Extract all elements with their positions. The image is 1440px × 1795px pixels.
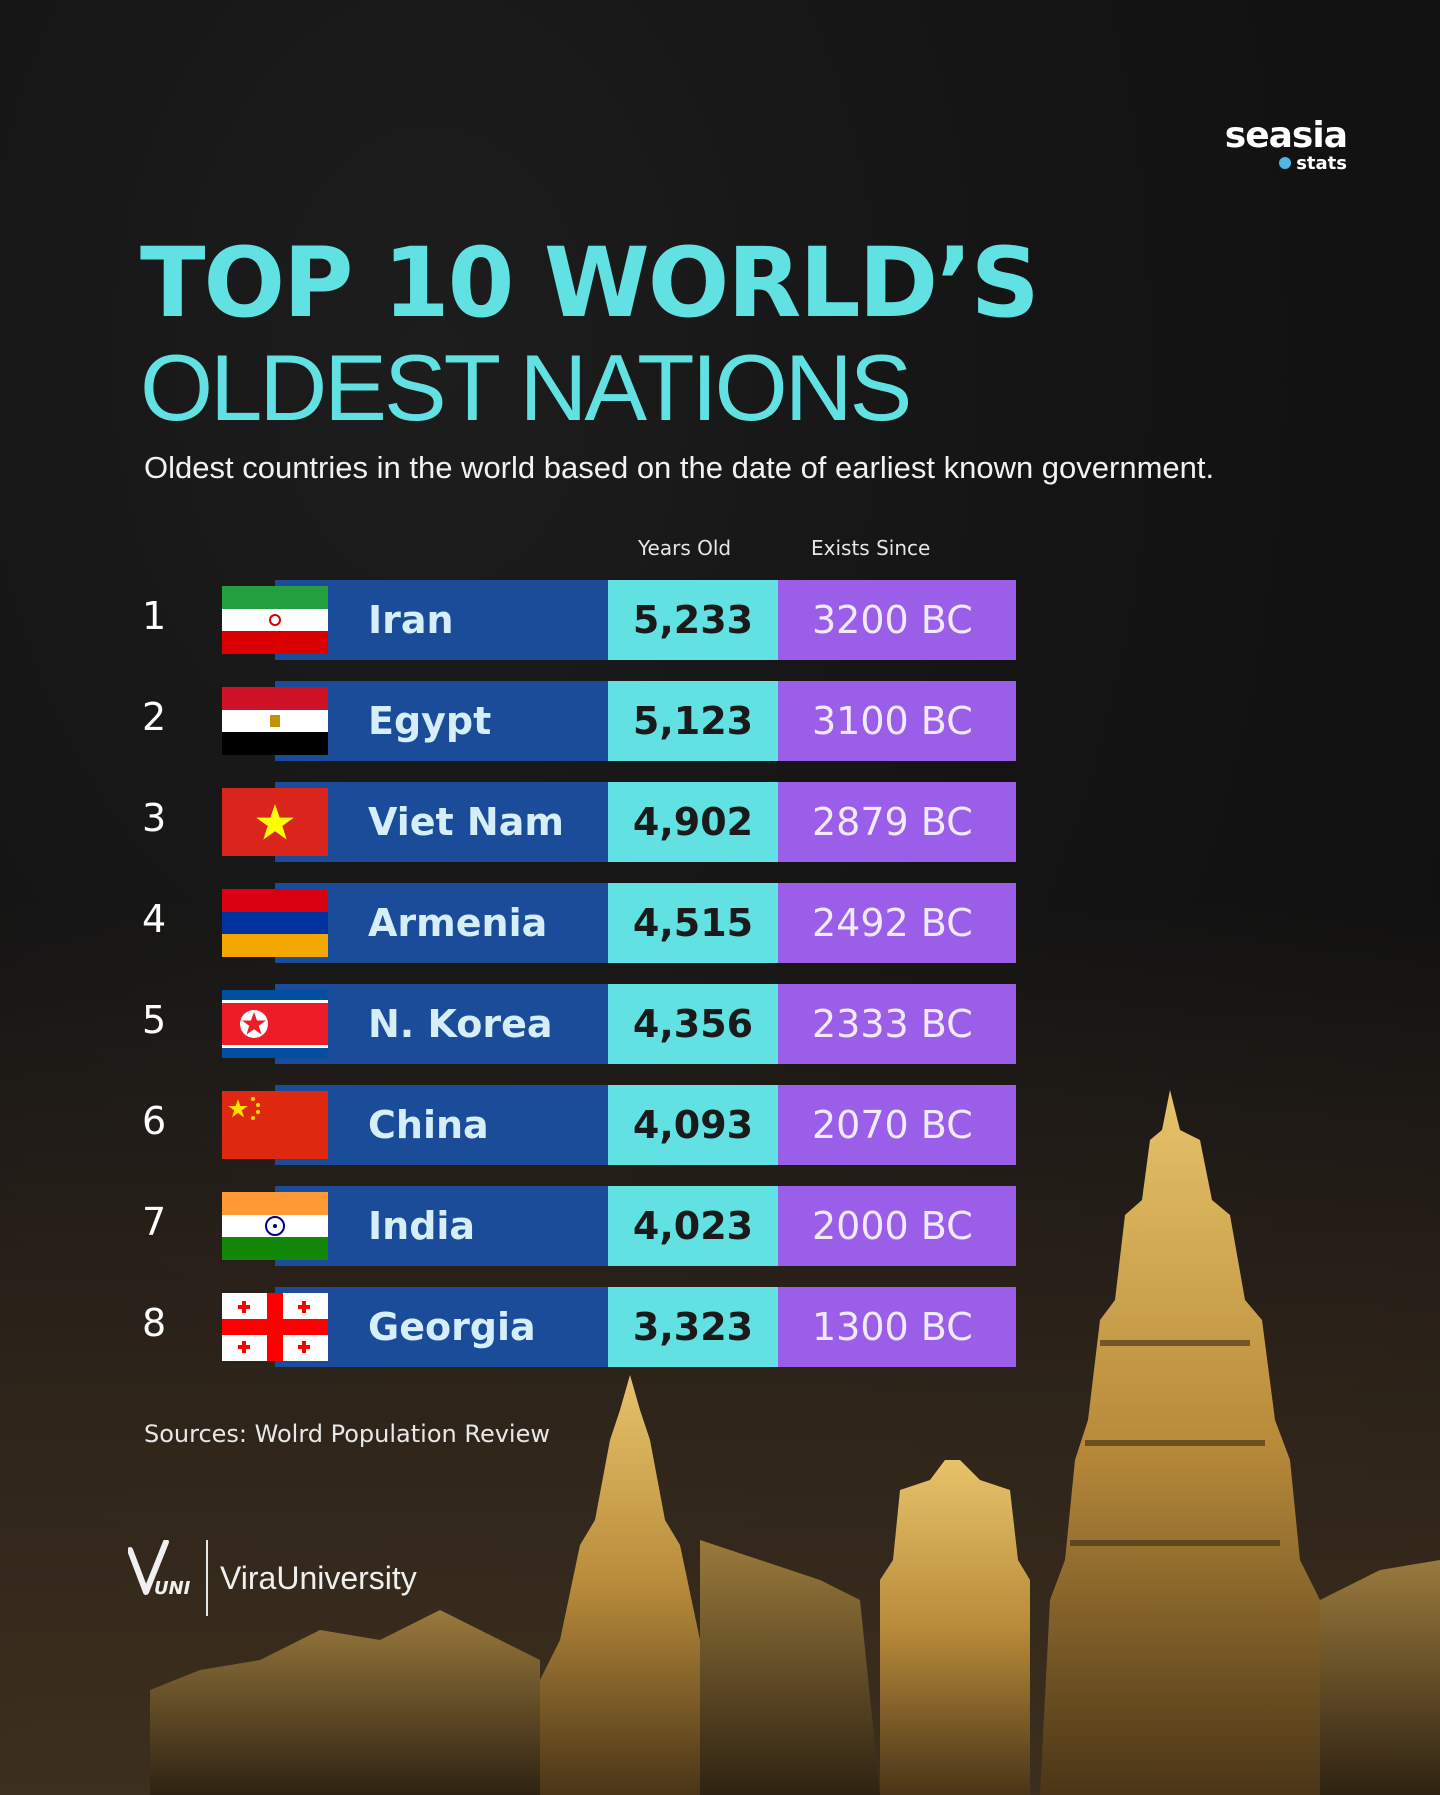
- exists-since-value: 2000 BC: [778, 1186, 1016, 1266]
- country-name: China: [368, 1103, 489, 1147]
- column-header-years-old: Years Old: [638, 536, 732, 560]
- rank-number: 7: [142, 1200, 167, 1244]
- column-header-exists-since: Exists Since: [811, 536, 931, 560]
- exists-since-value: 1300 BC: [778, 1287, 1016, 1367]
- years-old-value: 4,093: [608, 1085, 778, 1165]
- years-old-value: 4,515: [608, 883, 778, 963]
- country-name: Georgia: [368, 1305, 536, 1349]
- rank-number: 6: [142, 1099, 167, 1143]
- country-name: Armenia: [368, 901, 548, 945]
- egypt-flag-icon: [222, 687, 328, 755]
- china-flag-icon: [222, 1091, 328, 1159]
- svg-text:UNI: UNI: [154, 1578, 191, 1599]
- rank-number: 2: [142, 695, 167, 739]
- vietnam-flag-icon: [222, 788, 328, 856]
- table-row: 6 China 4,093 2070 BC: [0, 1085, 1020, 1165]
- exists-since-value: 2492 BC: [778, 883, 1016, 963]
- exists-since-value: 2070 BC: [778, 1085, 1016, 1165]
- india-flag-icon: [222, 1192, 328, 1260]
- brand-name: seasia: [1224, 115, 1348, 156]
- table-row: 5 N. Korea 4,356 2333 BC: [0, 984, 1020, 1064]
- dot-icon: [1279, 157, 1292, 169]
- rank-number: 5: [142, 998, 167, 1042]
- country-name: N. Korea: [368, 1002, 553, 1046]
- country-name: Iran: [368, 598, 454, 642]
- exists-since-value: 3200 BC: [778, 580, 1016, 660]
- brand-logo: seasia stats: [1224, 115, 1348, 174]
- georgia-flag-icon: [222, 1293, 328, 1361]
- table-row: 2 Egypt 5,123 3100 BC: [0, 681, 1020, 761]
- exists-since-value: 3100 BC: [778, 681, 1016, 761]
- brand-sub: stats: [1225, 154, 1347, 174]
- exists-since-value: 2333 BC: [778, 984, 1016, 1064]
- country-bar: [275, 1287, 608, 1367]
- country-bar: [275, 580, 608, 660]
- years-old-value: 4,902: [608, 782, 778, 862]
- country-bar: [275, 1085, 608, 1165]
- page-subtitle: Oldest countries in the world based on t…: [144, 450, 1215, 485]
- armenia-flag-icon: [222, 889, 328, 957]
- rank-number: 8: [142, 1301, 167, 1345]
- page-title-line1: TOP 10 WORLD’S: [140, 227, 1040, 339]
- country-bar: [275, 782, 608, 862]
- years-old-value: 4,023: [608, 1186, 778, 1266]
- table-row: 8 Georgia 3,323 1300 BC: [0, 1287, 1020, 1367]
- years-old-value: 5,123: [608, 681, 778, 761]
- north-korea-flag-icon: [222, 990, 328, 1058]
- exists-since-value: 2879 BC: [778, 782, 1016, 862]
- table-row: 7 India 4,023 2000 BC: [0, 1186, 1020, 1266]
- vuni-logo-icon: UNI: [128, 1540, 191, 1599]
- org-name: ViraUniversity: [220, 1560, 417, 1596]
- brand-sub-label: stats: [1296, 153, 1347, 174]
- country-name: India: [368, 1204, 476, 1248]
- table-row: 1 Iran 5,233 3200 BC: [0, 580, 1020, 660]
- table-row: 3 Viet Nam 4,902 2879 BC: [0, 782, 1020, 862]
- logo-divider: [206, 1540, 208, 1616]
- iran-flag-icon: [222, 586, 328, 654]
- rank-number: 3: [142, 796, 167, 840]
- years-old-value: 4,356: [608, 984, 778, 1064]
- country-name: Egypt: [368, 699, 492, 743]
- country-bar: [275, 984, 608, 1064]
- country-bar: [275, 681, 608, 761]
- page-title-line2: OLDEST NATIONS: [140, 335, 912, 440]
- rank-number: 1: [142, 594, 167, 638]
- country-bar: [275, 1186, 608, 1266]
- years-old-value: 5,233: [608, 580, 778, 660]
- source-note: Sources: Wolrd Population Review: [144, 1420, 550, 1448]
- table-row: 4 Armenia 4,515 2492 BC: [0, 883, 1020, 963]
- years-old-value: 3,323: [608, 1287, 778, 1367]
- country-bar: [275, 883, 608, 963]
- rank-number: 4: [142, 897, 167, 941]
- country-name: Viet Nam: [368, 800, 564, 844]
